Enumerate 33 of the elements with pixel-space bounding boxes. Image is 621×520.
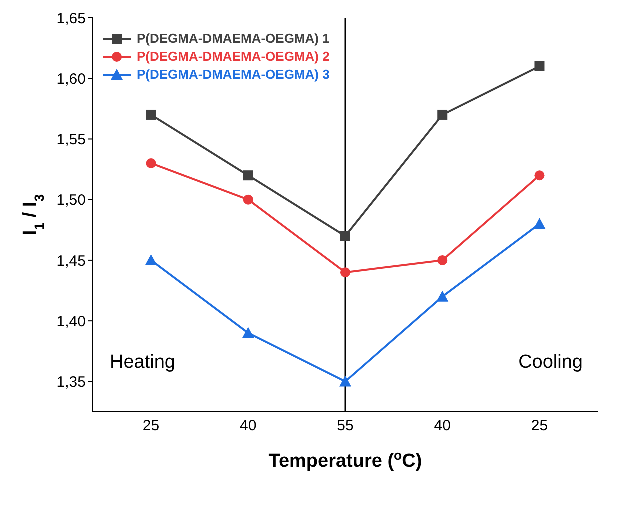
legend-label: P(DEGMA-DMAEMA-OEGMA) 2	[137, 48, 330, 66]
y-tick-label: 1,45	[56, 252, 86, 270]
point	[534, 170, 545, 181]
point	[146, 158, 156, 168]
point	[436, 290, 449, 302]
point	[340, 231, 350, 242]
y-tick-label: 1,55	[56, 132, 86, 149]
point	[438, 110, 448, 120]
x-axis-title: Temperature ($^{o}$C)	[268, 448, 422, 472]
point	[340, 376, 352, 387]
point	[145, 254, 158, 266]
point	[340, 268, 350, 278]
annotation: Cooling	[518, 352, 583, 374]
point	[534, 61, 545, 72]
y-tick-label: 1,60	[56, 70, 86, 88]
y-tick-label: 1,65	[56, 10, 86, 28]
point	[243, 194, 254, 205]
x-tick-label: 55	[337, 418, 354, 435]
point	[534, 218, 546, 230]
x-tick-label: 25	[531, 418, 548, 435]
legend-label: P(DEGMA-DMAEMA-OEGMA) 3	[137, 66, 330, 84]
point	[243, 170, 254, 181]
annotation: Heating	[110, 352, 176, 374]
y-tick-label: 1,40	[56, 313, 86, 330]
x-tick-label: 25	[142, 418, 160, 435]
x-tick-label: 40	[240, 418, 257, 435]
point	[242, 327, 254, 338]
legend-label: P(DEGMA-DMAEMA-OEGMA) 1	[137, 30, 330, 48]
x-tick-label: 40	[434, 418, 451, 435]
y-tick-label: 1,50	[56, 192, 86, 210]
point	[146, 110, 156, 120]
y-tick-label: 1,35	[56, 374, 86, 392]
point	[438, 255, 448, 266]
